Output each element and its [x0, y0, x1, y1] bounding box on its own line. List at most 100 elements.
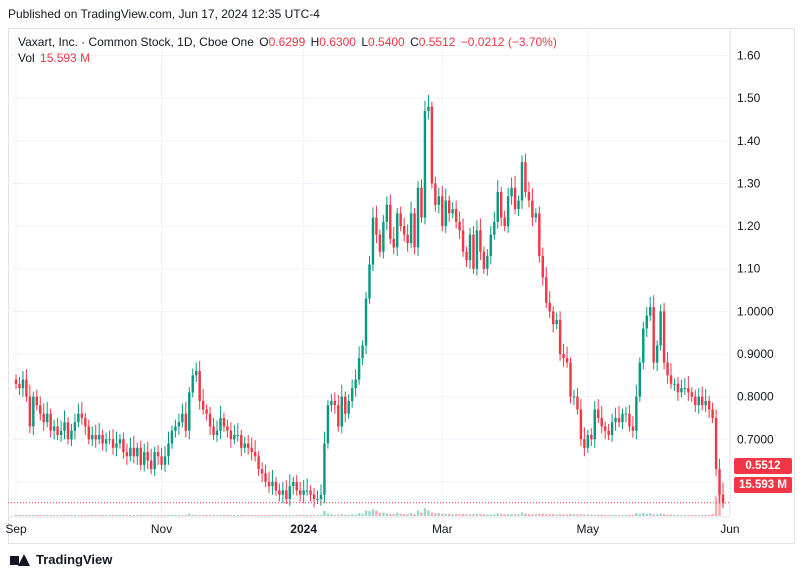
- legend-symbol[interactable]: Vaxart, Inc. · Common Stock, 1D, Cboe On…: [18, 35, 254, 49]
- volume-bar: [541, 513, 544, 516]
- candle-body: [527, 192, 531, 201]
- candle-body: [700, 396, 704, 406]
- candle-body: [472, 234, 475, 269]
- candle-body: [517, 200, 520, 210]
- legend-low-value: 0.5400: [368, 35, 405, 49]
- volume-bar: [645, 513, 648, 516]
- candle-body: [181, 413, 184, 423]
- volume-bar: [458, 514, 461, 516]
- volume-bar: [697, 514, 700, 516]
- candle-body: [683, 388, 687, 390]
- volume-bar: [344, 514, 347, 516]
- volume-bar: [711, 514, 714, 516]
- candle-body: [337, 405, 340, 427]
- volume-bar: [136, 515, 139, 516]
- candle-body: [375, 217, 378, 235]
- volume-bar: [503, 514, 506, 516]
- candle-body: [590, 435, 593, 440]
- candle-body: [350, 388, 354, 401]
- candle-body: [319, 494, 323, 499]
- volume-bar: [340, 513, 343, 516]
- candle-body: [271, 481, 274, 487]
- volume-bar: [603, 514, 607, 516]
- volume-bar: [479, 514, 482, 516]
- volume-bar: [229, 515, 233, 516]
- volume-bar: [406, 514, 409, 516]
- candle-body: [479, 230, 482, 252]
- candle-body: [32, 396, 35, 427]
- chart-frame[interactable]: [8, 28, 795, 544]
- volume-bar: [94, 515, 97, 516]
- volume-bar: [701, 514, 704, 516]
- x-tick-label: May: [577, 522, 600, 536]
- volume-bar: [188, 513, 191, 516]
- volume-bar: [538, 513, 541, 516]
- volume-bar: [420, 512, 423, 516]
- candle-body: [662, 311, 666, 363]
- candle-body: [673, 383, 676, 385]
- volume-bar: [448, 514, 451, 516]
- candle-body: [572, 396, 576, 398]
- candle-body: [184, 413, 188, 431]
- candle-body: [430, 106, 434, 184]
- volume-bar: [195, 514, 198, 516]
- footer-brand[interactable]: TradingView: [10, 552, 112, 567]
- candle-body: [80, 413, 84, 418]
- candle-body: [91, 435, 94, 440]
- candle-body: [548, 302, 551, 312]
- volume-bar: [534, 514, 538, 516]
- volume-bar: [226, 515, 229, 516]
- volume-bar: [184, 515, 188, 516]
- volume-bar: [382, 512, 385, 516]
- candle-body: [680, 388, 683, 393]
- volume-bar: [302, 515, 305, 516]
- volume-bar: [354, 514, 357, 516]
- candle-body: [298, 490, 302, 495]
- candle-body: [392, 238, 395, 248]
- candle-body: [586, 435, 590, 448]
- volume-bar: [143, 515, 146, 516]
- volume-bar: [396, 512, 399, 516]
- candle-body: [642, 328, 645, 363]
- candle-body: [600, 417, 603, 427]
- candle-body: [593, 409, 596, 440]
- candle-body: [649, 307, 652, 316]
- candle-body: [70, 430, 73, 440]
- candle-body: [638, 362, 642, 397]
- candle-body: [718, 469, 721, 495]
- candle-body: [510, 187, 513, 197]
- legend-close-label: C: [410, 35, 419, 49]
- candle-body: [14, 379, 18, 384]
- volume-bar: [409, 513, 413, 516]
- candle-body: [621, 413, 624, 423]
- candle-body: [125, 452, 129, 457]
- candle-body: [222, 417, 226, 427]
- candle-body: [288, 486, 292, 499]
- candle-body: [382, 221, 385, 252]
- candle-body: [101, 435, 104, 444]
- candle-body: [253, 452, 257, 457]
- x-tick-label: Nov: [151, 522, 172, 536]
- volume-bar: [264, 515, 267, 516]
- candle-body: [652, 307, 655, 363]
- candle-body: [524, 162, 527, 192]
- volume-bar: [499, 513, 503, 516]
- volume-bar: [278, 515, 281, 516]
- candle-body: [174, 426, 177, 431]
- volume-bar: [583, 514, 586, 516]
- last-volume-badge: 15.593 M: [734, 477, 792, 493]
- volume-bar: [236, 515, 240, 516]
- candle-body: [139, 447, 142, 465]
- volume-bar: [350, 514, 354, 516]
- legend-open-label: O: [259, 35, 269, 49]
- volume-bar: [271, 515, 274, 516]
- candle-body: [413, 213, 416, 248]
- volume-bar: [402, 514, 406, 516]
- candle-body: [583, 439, 586, 448]
- volume-bar: [91, 515, 94, 516]
- candle-body: [385, 204, 389, 222]
- volume-bar: [635, 512, 638, 516]
- volume-bar: [416, 510, 420, 516]
- candle-body: [714, 417, 718, 470]
